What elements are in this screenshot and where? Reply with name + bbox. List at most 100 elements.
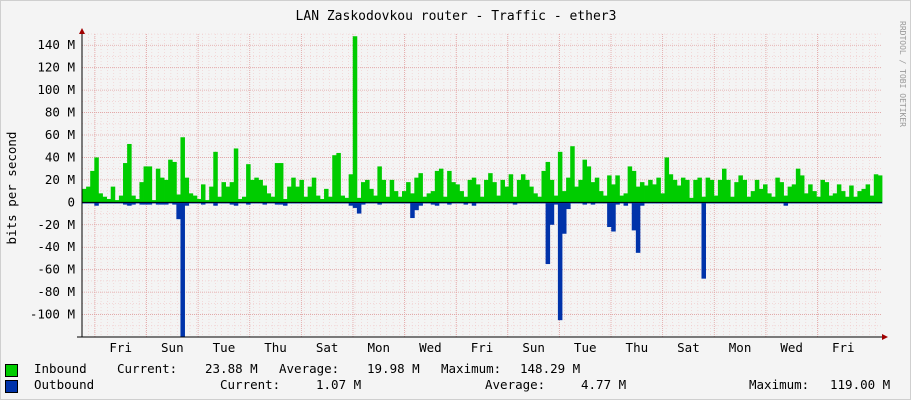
x-tick-label: Fri [109, 340, 132, 355]
y-tick-label: 140 M [37, 37, 75, 52]
outbound-bar [533, 202, 538, 204]
outbound-bar [127, 202, 132, 206]
outbound-bar [422, 202, 428, 204]
inbound-bar [557, 151, 563, 203]
outbound-bar [352, 202, 358, 208]
outbound-bar [397, 202, 403, 204]
outbound-bar [82, 202, 87, 204]
outbound-bar [795, 202, 801, 204]
outbound-bar [607, 202, 612, 228]
outbound-bar [217, 202, 222, 204]
outbound-bar [315, 202, 321, 204]
outbound-average-label: Average: [485, 377, 546, 392]
outbound-bar [804, 202, 809, 204]
inbound-bar [828, 195, 834, 203]
inbound-bar [373, 195, 378, 203]
inbound-bar [114, 200, 120, 203]
inbound-bar [229, 182, 235, 203]
axes [77, 28, 888, 340]
outbound-bar [463, 202, 469, 205]
outbound-bar [102, 202, 108, 204]
y-tick-label: 100 M [37, 82, 75, 97]
inbound-bar [258, 179, 263, 203]
y-tick-label: 0 [67, 194, 75, 209]
inbound-bar [250, 179, 255, 203]
outbound-bar [123, 202, 128, 205]
inbound-bar [656, 177, 661, 203]
outbound-bar [192, 202, 198, 204]
outbound-bar [520, 202, 526, 204]
inbound-bar [147, 166, 153, 203]
outbound-bar [648, 202, 653, 204]
outbound-bar [877, 202, 883, 204]
inbound-bar [426, 193, 432, 203]
outbound-bar [582, 202, 588, 205]
inbound-bar [648, 179, 653, 203]
outbound-bar [799, 202, 805, 204]
inbound-bar [808, 184, 813, 203]
inbound-bar [262, 185, 268, 203]
x-tick-label: Tue [213, 340, 236, 355]
outbound-bar [824, 202, 830, 204]
inbound-bar [151, 200, 157, 203]
outbound-bar [373, 202, 378, 204]
outbound-bar [324, 202, 329, 204]
inbound-bar [865, 184, 871, 203]
inbound-bar [319, 198, 325, 203]
outbound-bar [131, 202, 136, 205]
outbound-bar [406, 202, 411, 204]
outbound-maximum-label: Maximum: [749, 377, 810, 392]
inbound-bar [410, 193, 415, 203]
outbound-bar [812, 202, 817, 204]
inbound-bar [278, 163, 284, 203]
outbound-bar [857, 202, 862, 204]
outbound-bar [873, 202, 879, 204]
outbound-bar [200, 202, 206, 205]
inbound-bar [82, 188, 87, 203]
outbound-bar [512, 202, 518, 205]
outbound-bar [356, 202, 362, 214]
inbound-maximum-label: Maximum: [441, 361, 502, 376]
inbound-bar [475, 184, 481, 203]
outbound-bar [639, 202, 645, 206]
inbound-bar [451, 182, 456, 203]
inbound-bar [738, 175, 743, 203]
inbound-current-label: Current: [117, 361, 178, 376]
outbound-bar [447, 202, 452, 205]
inbound-bar [705, 177, 711, 203]
inbound-bar [857, 191, 862, 203]
inbound-bar [196, 198, 202, 203]
outbound-bar [475, 202, 481, 204]
inbound-bar [155, 168, 161, 203]
outbound-bar [631, 202, 637, 231]
inbound-bar [672, 179, 678, 203]
inbound-bar [352, 36, 358, 203]
inbound-bar [389, 179, 395, 203]
y-axis-arrow [79, 28, 85, 34]
inbound-bar [693, 179, 698, 203]
inbound-bar [344, 197, 350, 203]
inbound-bar [631, 170, 637, 203]
inbound-bar [484, 179, 489, 203]
inbound-bar [660, 193, 665, 203]
outbound-bar [106, 202, 112, 204]
inbound-bar [213, 151, 218, 203]
outbound-bar [479, 202, 485, 204]
outbound-bar [188, 202, 194, 204]
inbound-bar [418, 173, 423, 203]
x-tick-label: Fri [832, 340, 855, 355]
inbound-bar [627, 166, 633, 203]
inbound-bar [291, 177, 296, 203]
inbound-bar [853, 196, 858, 203]
inbound-bar [172, 161, 177, 203]
inbound-bar [192, 195, 198, 203]
inbound-bar [619, 195, 624, 203]
inbound-legend-swatch [5, 364, 18, 377]
inbound-bar [533, 193, 538, 203]
outbound-bar [283, 202, 288, 206]
inbound-bar [570, 146, 575, 203]
outbound-bar [619, 202, 624, 204]
outbound-bar [274, 202, 280, 205]
outbound-bar [783, 202, 789, 206]
outbound-bar [155, 202, 161, 205]
